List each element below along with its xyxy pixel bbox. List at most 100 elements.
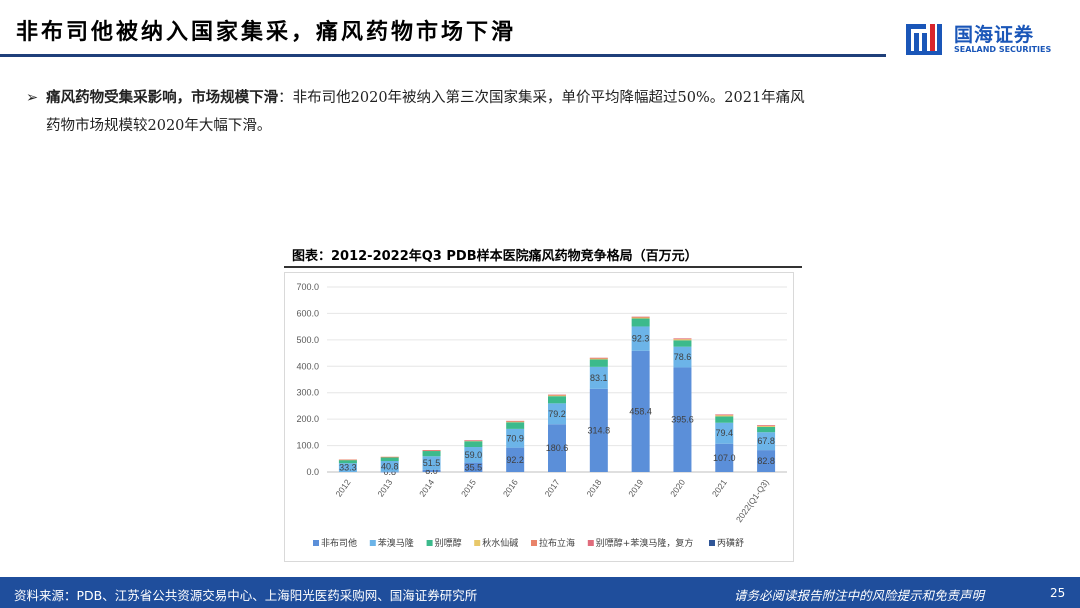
legend-label: 秋水仙碱	[482, 537, 518, 549]
bar-segment	[715, 422, 734, 444]
bar-segment	[757, 425, 776, 426]
bar-segment	[715, 443, 734, 472]
y-tick-label: 0.0	[306, 467, 319, 477]
legend-label: 别嘌醇+苯溴马隆，复方	[596, 537, 694, 549]
data-label: 51.5	[423, 458, 441, 468]
legend-label: 别嘌醇	[435, 537, 462, 549]
legend-label: 苯溴马隆	[378, 537, 414, 549]
bar-segment	[338, 460, 357, 464]
bar-segment	[589, 388, 608, 472]
data-label: 33.3	[339, 463, 357, 473]
bar-segment	[506, 421, 525, 423]
bar-segment	[548, 395, 566, 397]
bar-segment	[548, 424, 566, 472]
x-tick-label: 2019	[626, 477, 645, 498]
bar-segment	[589, 359, 608, 367]
legend-swatch	[313, 540, 319, 546]
bar-segment	[506, 447, 525, 472]
bar-segment	[338, 459, 357, 461]
data-label: 180.6	[546, 443, 569, 453]
footer-bar: 资料来源：PDB、江苏省公共资源交易中心、上海阳光医药采购网、国海证券研究所 请…	[0, 577, 1080, 608]
bar-segment	[757, 432, 776, 451]
bar-segment	[715, 415, 734, 417]
bar-segment	[715, 416, 734, 423]
data-label: 79.2	[548, 409, 566, 419]
bar-segment	[757, 426, 776, 433]
y-tick-label: 300.0	[296, 388, 319, 398]
bar-segment	[422, 450, 441, 451]
y-tick-label: 100.0	[296, 441, 319, 451]
bar-segment	[673, 346, 692, 368]
bar-segment	[506, 420, 525, 422]
bullet-text-line1: ：非布司他2020年被纳入第三次国家集采，单价平均降幅超过50%。2021年痛风	[278, 90, 805, 106]
data-label: 83.1	[590, 373, 608, 383]
bar-segment	[464, 440, 483, 441]
bar-segment	[589, 366, 608, 389]
bullet-headline: 痛风药物受集采影响，市场规模下滑	[46, 90, 279, 106]
y-tick-label: 700.0	[296, 282, 319, 292]
footer-source: 资料来源：PDB、江苏省公共资源交易中心、上海阳光医药采购网、国海证券研究所	[14, 588, 478, 603]
chart-title: 图表：2012-2022年Q3 PDB样本医院痛风药物竞争格局（百万元）	[292, 249, 698, 264]
footer-disclaimer: 请务必阅读报告附注中的风险提示和免责声明	[734, 588, 985, 603]
data-label: 59.0	[465, 450, 483, 460]
legend-label: 拉布立海	[539, 537, 575, 549]
legend-swatch	[709, 540, 715, 546]
x-tick-label: 2017	[543, 477, 562, 498]
bar-segment	[380, 456, 399, 458]
legend-swatch	[426, 540, 433, 546]
bar-segment	[422, 450, 441, 457]
bar-segment	[464, 462, 483, 472]
company-logo: 国海证券 SEALAND SECURITIES	[904, 20, 1074, 60]
legend-swatch	[587, 540, 594, 546]
page-title: 非布司他被纳入国家集采，痛风药物市场下滑	[16, 20, 517, 45]
summary-bullet: ➢ 痛风药物受集采影响，市场规模下滑：非布司他2020年被纳入第三次国家集采，单价…	[26, 84, 1056, 140]
data-label: 82.8	[757, 456, 775, 466]
bar-segment	[380, 471, 399, 473]
x-tick-label: 2015	[459, 477, 478, 498]
x-tick-label: 2021	[710, 477, 729, 498]
y-tick-label: 600.0	[296, 308, 319, 318]
x-tick-label: 2013	[375, 477, 394, 498]
bar-segment	[464, 441, 483, 448]
sealand-logo-icon	[906, 24, 942, 55]
bar-segment	[631, 318, 650, 327]
stacked-bar-chart: 0.0 100.0 200.0 300.0 400.0 500.0 600.0 700.0 33…	[296, 282, 787, 549]
bar-segment	[631, 350, 650, 472]
bar-segment	[422, 456, 441, 470]
legend-swatch	[474, 540, 481, 546]
logo-chinese-name: 国海证券	[954, 24, 1035, 46]
y-tick-label: 500.0	[296, 335, 319, 345]
bar-segment	[506, 428, 525, 448]
bar-segment	[422, 469, 441, 472]
chart-container: 0.0 100.0 200.0 300.0 400.0 500.0 600.0 700.0 33…	[284, 272, 794, 562]
x-tick-label: 2018	[584, 477, 603, 498]
bar-segment	[631, 326, 650, 351]
bar-segment	[757, 425, 776, 427]
bar-segment	[380, 461, 399, 472]
y-tick-label: 200.0	[296, 414, 319, 424]
bar-segment	[715, 414, 734, 416]
bar-segment	[338, 463, 357, 472]
bar-segment	[380, 457, 399, 462]
data-label: 107.0	[713, 453, 736, 463]
legend-swatch	[531, 540, 537, 546]
data-label: 35.5	[465, 462, 483, 472]
logo-english-name: SEALAND SECURITIES	[954, 45, 1052, 54]
bullet-text-line2: 药物市场规模较2020年大幅下滑。	[46, 118, 272, 134]
bar-segment	[589, 357, 608, 359]
data-label: 78.6	[674, 352, 692, 362]
page-number: 25	[1050, 586, 1066, 600]
data-label: 0.8	[383, 467, 396, 477]
data-label: 314.8	[588, 425, 611, 435]
legend-swatch	[369, 540, 376, 546]
bar-segment	[673, 367, 692, 472]
bar-segment	[673, 340, 692, 347]
legend-label: 丙磺舒	[717, 537, 744, 549]
bar-segment	[673, 338, 692, 339]
data-label: 8.0	[425, 466, 438, 476]
data-label: 67.8	[757, 436, 775, 446]
x-tick-label: 2012	[334, 477, 353, 498]
legend-label: 非布司他	[321, 537, 357, 549]
bullet-arrow-icon: ➢	[26, 90, 39, 106]
bar-segment	[757, 450, 776, 472]
